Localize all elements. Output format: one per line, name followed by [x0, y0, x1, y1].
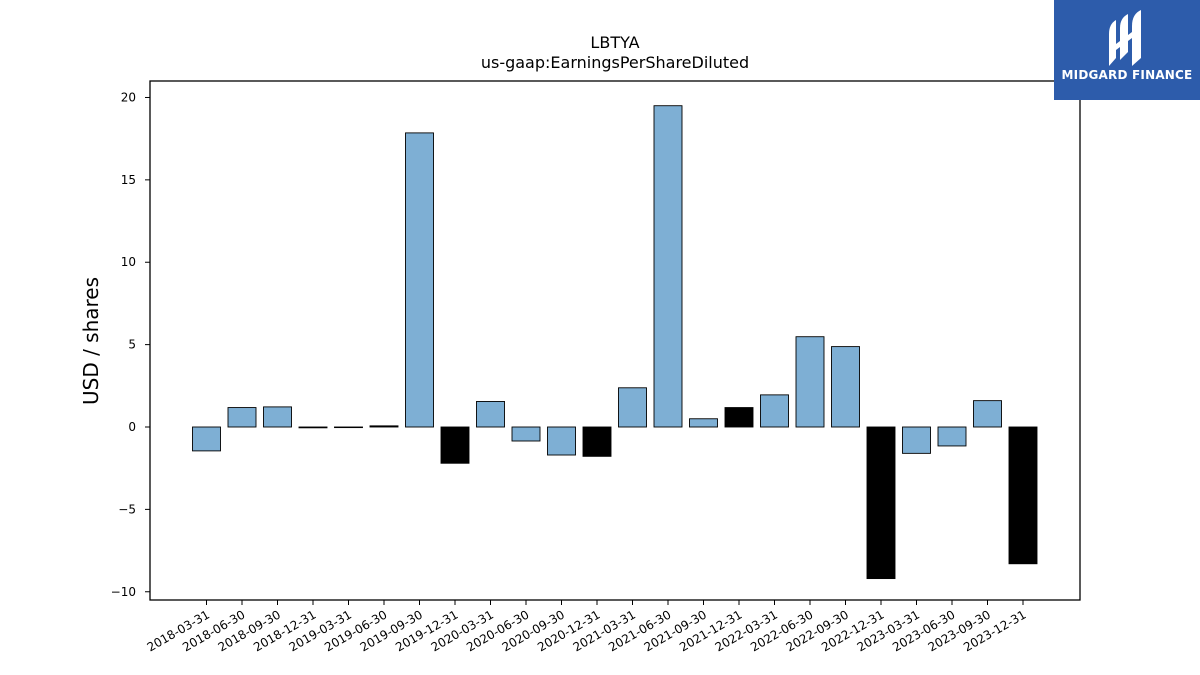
y-axis-ticks: −10 −5 0 5 10 15 20 [111, 90, 150, 599]
bar-2019-06-30 [369, 425, 399, 428]
bar-2020-03-31 [476, 401, 505, 428]
y-tick-label: 15 [121, 173, 136, 187]
bar-2019-09-30 [405, 132, 434, 428]
plot-frame [149, 80, 1081, 601]
bar-2020-09-30 [547, 426, 576, 456]
bar-2021-12-31 [724, 407, 754, 428]
bar-2023-03-31 [902, 426, 931, 454]
bar-2019-12-31 [440, 426, 470, 464]
y-tick-label: 5 [128, 338, 136, 352]
y-tick-label: −10 [111, 585, 136, 599]
bar-2018-09-30 [263, 406, 292, 428]
y-tick-label: 0 [128, 420, 136, 434]
bar-2022-03-31 [760, 394, 789, 428]
bar-2022-06-30 [795, 336, 825, 428]
y-tick-label: −5 [118, 502, 136, 516]
bars-layer [192, 105, 1038, 580]
bar-2018-03-31 [192, 426, 221, 452]
logo-text: MIDGARD FINANCE [1061, 68, 1193, 82]
y-tick-label: 20 [121, 90, 136, 104]
bar-2021-06-30 [653, 105, 683, 428]
bar-2022-12-31 [866, 426, 896, 580]
bar-2020-12-31 [582, 426, 612, 457]
bar-2023-09-30 [973, 400, 1002, 428]
x-axis-ticks: 2018-03-312018-06-302018-09-302018-12-31… [145, 600, 1029, 654]
bar-2020-06-30 [511, 426, 541, 442]
bar-2023-06-30 [937, 426, 967, 447]
bar-2021-03-31 [618, 387, 647, 428]
bar-2019-03-31 [334, 426, 363, 429]
chart-title: LBTYA [590, 33, 639, 52]
y-tick-label: 10 [121, 255, 136, 269]
y-axis-label: USD / shares [79, 277, 103, 405]
bar-2021-09-30 [689, 418, 718, 428]
bar-2022-09-30 [831, 346, 860, 428]
midgard-finance-logo: MIDGARD FINANCE [1054, 0, 1200, 100]
bar-2018-12-31 [298, 426, 328, 429]
chart-subtitle: us-gaap:EarningsPerShareDiluted [481, 53, 749, 72]
bar-2023-12-31 [1008, 426, 1038, 565]
midgard-m-logo-icon [1109, 10, 1141, 66]
bar-2018-06-30 [227, 407, 257, 428]
